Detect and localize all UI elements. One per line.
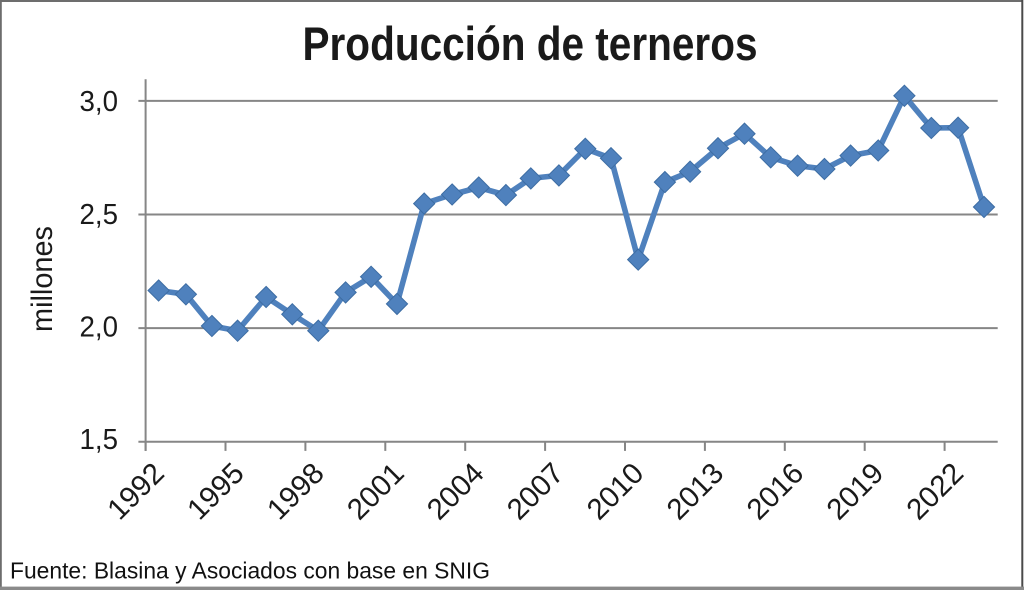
svg-text:2,5: 2,5 bbox=[80, 199, 119, 231]
svg-text:Producción de terneros: Producción de terneros bbox=[303, 17, 758, 70]
svg-text:1,5: 1,5 bbox=[80, 424, 119, 456]
svg-text:Fuente: Blasina y Asociados co: Fuente: Blasina y Asociados con base en … bbox=[10, 558, 490, 584]
svg-text:2,0: 2,0 bbox=[80, 311, 119, 343]
svg-text:millones: millones bbox=[26, 226, 59, 332]
svg-text:3,0: 3,0 bbox=[80, 86, 119, 118]
